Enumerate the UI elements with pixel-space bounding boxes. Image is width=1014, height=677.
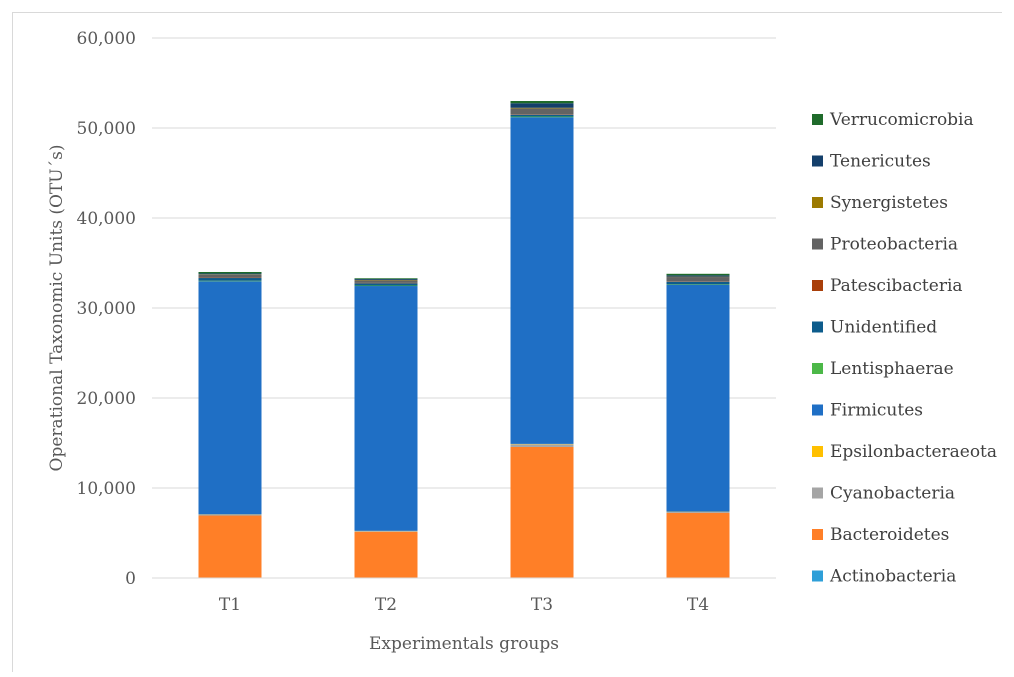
bar-segment-bacteroidetes-t1 (198, 515, 262, 578)
legend-label: Unidentified (830, 318, 937, 338)
legend-item-bacteroidetes: Bacteroidetes (812, 525, 949, 545)
x-tick-label: T4 (687, 595, 709, 615)
y-axis-ticks: 0 10,000 20,000 30,000 40,000 50,000 60,000 (77, 29, 136, 589)
legend-item-actinobacteria: Actinobacteria (812, 567, 956, 587)
bar-segment-verrucomicrobia-t2 (354, 278, 418, 280)
y-tick-label: 10,000 (77, 479, 136, 499)
bar-segment-lentisphaerae-t2 (354, 285, 418, 287)
bar-segment-firmicutes-t1 (198, 281, 262, 515)
legend-item-lentisphaerae: Lentisphaerae (812, 359, 954, 379)
legend-item-cyanobacteria: Cyanobacteria (812, 484, 955, 504)
legend-swatch (812, 446, 823, 457)
legend-swatch (812, 404, 823, 416)
y-tick-label: 20,000 (77, 389, 136, 409)
legend-swatch (812, 155, 823, 167)
legend-item-firmicutes: Firmicutes (812, 401, 923, 421)
bar-segment-bacteroidetes-t4 (666, 512, 730, 578)
legend-swatch (812, 280, 823, 291)
legend-item-tenericutes: Tenericutes (812, 152, 931, 172)
bar-segment-lentisphaerae-t3 (510, 116, 574, 118)
legend-label: Tenericutes (830, 152, 931, 172)
legend: Verrucomicrobia Tenericutes Synergistetes P… (812, 110, 997, 587)
legend-label: Proteobacteria (830, 235, 958, 255)
bar-segment-tenericutes-t2 (354, 279, 418, 281)
legend-item-proteobacteria: Proteobacteria (812, 235, 958, 255)
bar-segment-lentisphaerae-t1 (198, 280, 262, 282)
y-axis-title: Operational Taxonomic Units (OTU´s) (47, 145, 67, 472)
bar-segment-tenericutes-t4 (666, 275, 730, 277)
x-axis-title: Experimentals groups (369, 634, 559, 654)
y-tick-label: 30,000 (77, 299, 136, 319)
bar-segment-verrucomicrobia-t4 (666, 273, 730, 276)
bar-segment-synergistetes-t3 (510, 107, 574, 109)
bar-segment-unidentified-t2 (354, 283, 418, 286)
bar-segment-bacteroidetes-t3 (510, 446, 574, 578)
x-tick-label: T1 (219, 595, 241, 615)
legend-item-verrucomicrobia: Verrucomicrobia (812, 110, 974, 130)
bar-segment-proteobacteria-t3 (510, 108, 574, 115)
y-tick-label: 60,000 (77, 29, 136, 49)
bar-segment-cyanobacteria-t1 (198, 514, 262, 516)
x-tick-label: T3 (531, 595, 553, 615)
bar-segment-verrucomicrobia-t1 (198, 272, 262, 274)
legend-label: Lentisphaerae (830, 359, 954, 379)
legend-label: Verrucomicrobia (829, 110, 974, 130)
legend-swatch (812, 321, 823, 333)
legend-label: Patescibacteria (830, 276, 963, 296)
legend-label: Cyanobacteria (830, 484, 955, 504)
bars (198, 101, 730, 578)
legend-label: Firmicutes (830, 401, 923, 421)
bar-segment-bacteroidetes-t2 (354, 531, 418, 578)
bar-segment-cyanobacteria-t2 (354, 531, 418, 532)
bar-segment-firmicutes-t2 (354, 286, 418, 531)
y-tick-label: 50,000 (77, 119, 136, 139)
y-tick-label: 0 (125, 569, 136, 589)
legend-label: Actinobacteria (829, 567, 956, 587)
legend-swatch (812, 529, 823, 540)
legend-item-unidentified: Unidentified (812, 318, 937, 338)
bar-segment-proteobacteria-t1 (198, 274, 262, 278)
bar-segment-unidentified-t4 (666, 281, 730, 285)
legend-swatch (812, 363, 823, 374)
legend-item-patescibacteria: Patescibacteria (812, 276, 963, 296)
bar-segment-tenericutes-t1 (198, 273, 262, 275)
bar-segment-cyanobacteria-t3 (510, 444, 574, 447)
x-axis-ticks: T1 T2 T3 T4 (219, 595, 709, 615)
legend-label: Bacteroidetes (830, 525, 949, 545)
bar-segment-firmicutes-t3 (510, 117, 574, 444)
legend-item-epsilonbacteraeota: Epsilonbacteraeota (812, 442, 997, 462)
legend-swatch (812, 197, 823, 208)
legend-swatch (812, 570, 823, 582)
legend-swatch (812, 487, 823, 499)
legend-label: Epsilonbacteraeota (830, 442, 997, 462)
bar-segment-unidentified-t3 (510, 114, 574, 117)
legend-label: Synergistetes (830, 193, 948, 213)
bar-segment-verrucomicrobia-t3 (510, 101, 574, 104)
legend-swatch (812, 114, 823, 125)
x-tick-label: T2 (375, 595, 397, 615)
legend-swatch (812, 238, 823, 250)
chart-frame (12, 12, 1002, 672)
legend-item-synergistetes: Synergistetes (812, 193, 948, 213)
bar-segment-firmicutes-t4 (666, 284, 730, 512)
bar-segment-proteobacteria-t4 (666, 277, 730, 282)
y-tick-label: 40,000 (77, 209, 136, 229)
bar-segment-tenericutes-t3 (510, 103, 574, 108)
bar-segment-unidentified-t1 (198, 278, 262, 281)
bar-segment-cyanobacteria-t4 (666, 511, 730, 513)
bar-segment-proteobacteria-t2 (354, 280, 418, 283)
